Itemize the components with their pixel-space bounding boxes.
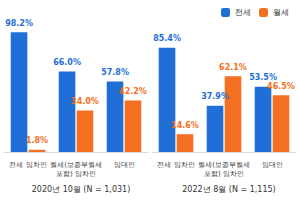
- svg-text:포함) 임차인: 포함) 임차인: [56, 170, 96, 178]
- svg-text:1.8%: 1.8%: [26, 136, 48, 145]
- svg-text:월세(보증부월세: 월세(보증부월세: [198, 161, 250, 169]
- svg-text:월세(보증부월세: 월세(보증부월세: [50, 161, 102, 169]
- svg-text:53.5%: 53.5%: [249, 73, 277, 83]
- svg-text:85.4%: 85.4%: [153, 34, 181, 43]
- svg-text:포함) 임차인: 포함) 임차인: [204, 170, 244, 178]
- svg-text:월세: 월세: [273, 8, 289, 17]
- svg-text:37.9%: 37.9%: [201, 92, 229, 101]
- svg-text:임대인: 임대인: [114, 161, 135, 169]
- svg-text:34.0%: 34.0%: [71, 97, 99, 106]
- svg-text:14.6%: 14.6%: [171, 121, 199, 130]
- svg-text:2020년 10월 (N = 1,031): 2020년 10월 (N = 1,031): [32, 185, 131, 194]
- svg-text:46.5%: 46.5%: [267, 82, 295, 91]
- svg-text:전세: 전세: [235, 8, 251, 17]
- svg-text:57.8%: 57.8%: [101, 68, 129, 77]
- svg-text:42.2%: 42.2%: [119, 87, 147, 96]
- svg-text:62.1%: 62.1%: [219, 63, 247, 72]
- svg-text:임대인: 임대인: [262, 161, 283, 169]
- svg-text:전세 임차인: 전세 임차인: [157, 161, 194, 169]
- svg-text:2022년 8월 (N = 1,115): 2022년 8월 (N = 1,115): [182, 185, 275, 194]
- svg-text:66.0%: 66.0%: [53, 58, 81, 67]
- svg-text:전세 임차인: 전세 임차인: [9, 161, 46, 169]
- svg-text:98.2%: 98.2%: [5, 19, 33, 28]
